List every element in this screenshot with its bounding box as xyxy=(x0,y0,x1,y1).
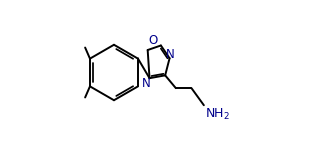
Text: NH$_2$: NH$_2$ xyxy=(205,107,230,122)
Text: N: N xyxy=(142,77,151,90)
Text: N: N xyxy=(166,48,175,60)
Text: O: O xyxy=(148,34,158,47)
